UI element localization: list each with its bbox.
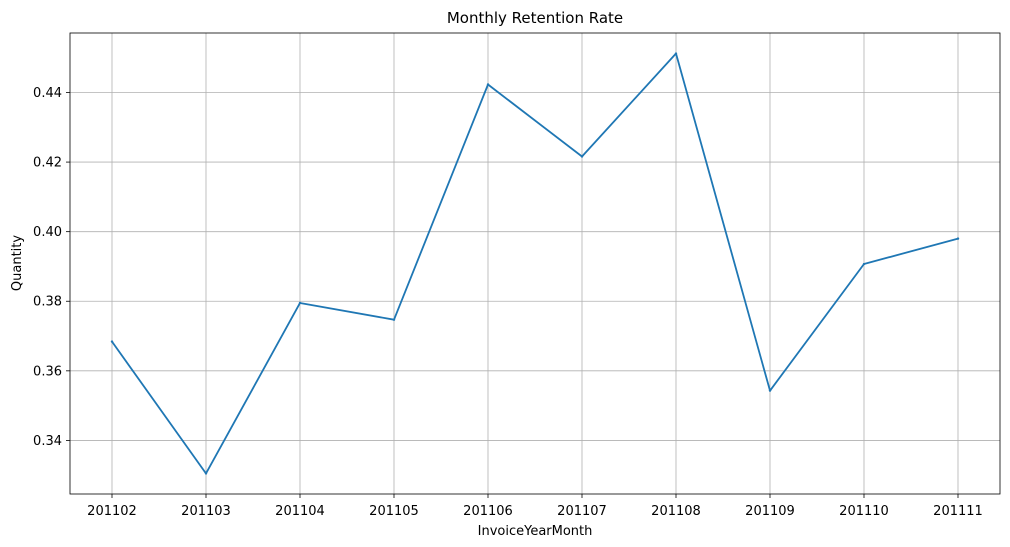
data-point [298,301,302,305]
chart-title: Monthly Retention Rate [447,9,623,27]
data-point [392,318,396,321]
data-point [486,83,490,86]
x-tick-label: 201103 [181,504,231,519]
y-axis-ticks: 0.34 0.36 0.38 0.40 0.42 0.44 [33,86,70,449]
x-axis-ticks: 201102 201103 201104 201105 201106 201107 2011… [87,494,983,519]
data-point [768,389,772,392]
y-tick-label: 0.34 [33,434,62,449]
x-tick-label: 201111 [933,504,983,519]
x-tick-label: 201106 [463,504,513,519]
y-tick-label: 0.36 [33,364,62,379]
data-point [580,155,584,158]
y-tick-label: 0.44 [33,86,62,101]
data-point [862,262,866,266]
x-tick-label: 201109 [745,504,795,519]
series-layer [110,52,960,475]
data-point [110,340,114,343]
x-tick-label: 201104 [275,504,325,519]
data-point [204,472,208,475]
y-tick-label: 0.42 [33,156,62,171]
grid [70,33,1000,494]
data-point [674,52,678,55]
y-tick-label: 0.40 [33,225,62,240]
x-tick-label: 201102 [87,504,137,519]
x-tick-label: 201108 [651,504,701,519]
series-line [111,52,959,475]
x-tick-label: 201107 [557,504,607,519]
x-tick-label: 201105 [369,504,419,519]
x-axis-label: InvoiceYearMonth [478,524,593,539]
y-axis-label: Quantity [10,235,25,291]
data-point [956,237,960,240]
plot-frame [69,32,1001,495]
y-tick-label: 0.38 [33,295,62,310]
x-tick-label: 201110 [839,504,889,519]
